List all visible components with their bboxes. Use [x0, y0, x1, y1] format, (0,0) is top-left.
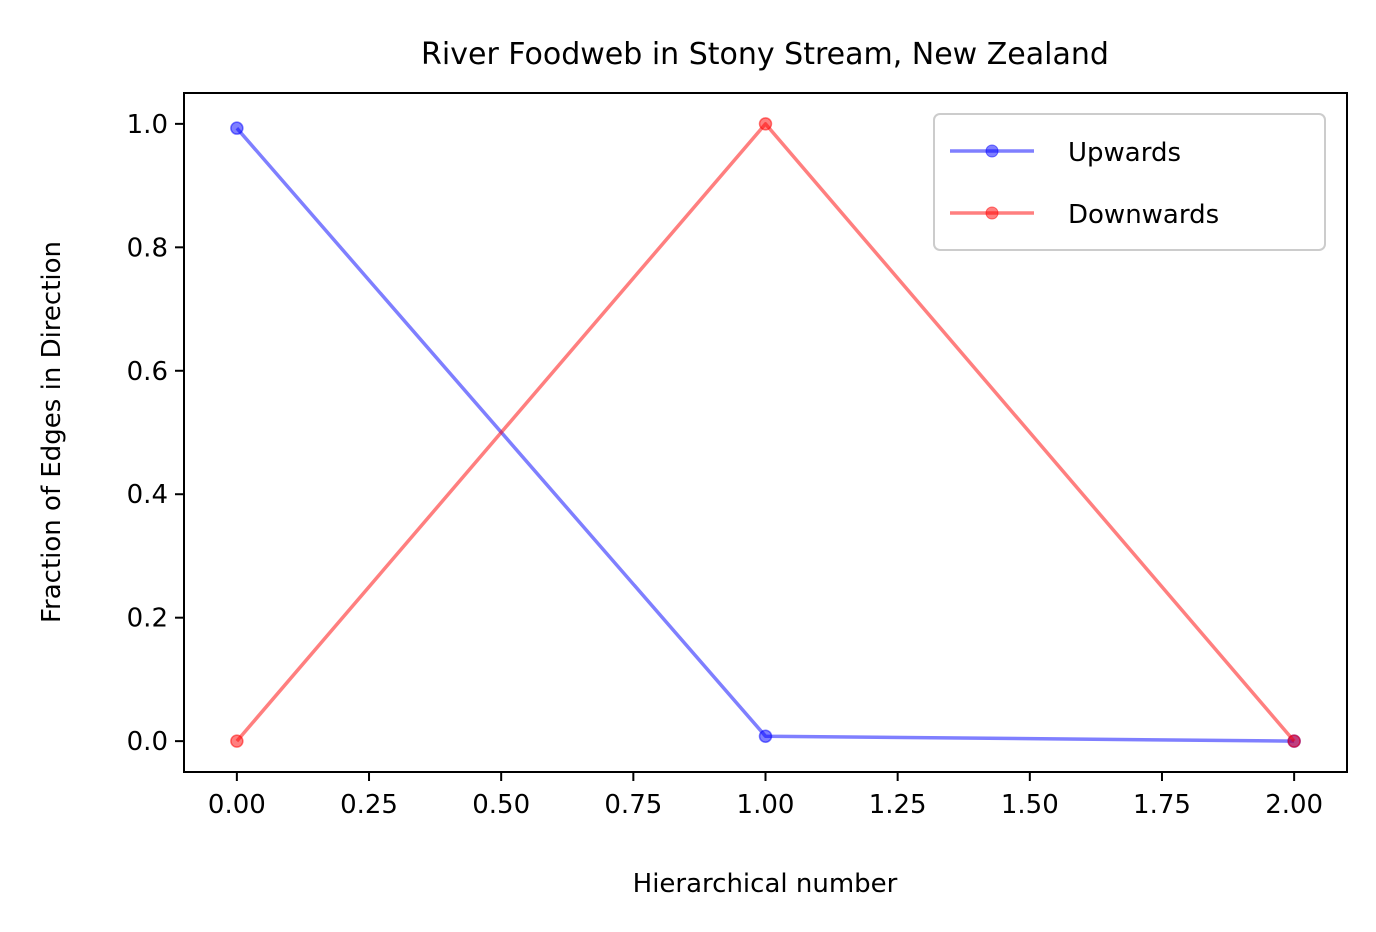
- x-tick-label: 0.75: [604, 790, 662, 820]
- y-tick-label: 1.0: [127, 110, 168, 140]
- legend-marker-upwards: [985, 144, 999, 158]
- y-tick-label: 0.2: [127, 604, 168, 634]
- y-tick-label: 0.6: [127, 357, 168, 387]
- y-tick-label: 0.0: [127, 727, 168, 757]
- data-point-upwards: [230, 121, 244, 135]
- x-axis-label: Hierarchical number: [633, 869, 898, 899]
- chart-title: River Foodweb in Stony Stream, New Zeala…: [421, 37, 1109, 72]
- x-tick-label: 0.00: [208, 790, 266, 820]
- x-tick-label: 1.75: [1133, 790, 1191, 820]
- x-tick-label: 1.50: [1001, 790, 1059, 820]
- x-tick-label: 1.25: [869, 790, 927, 820]
- legend-label-upwards: Upwards: [1068, 138, 1181, 168]
- plot-frame: [183, 92, 1348, 773]
- x-tick-label: 0.25: [340, 790, 398, 820]
- y-tick-label: 0.8: [127, 233, 168, 263]
- y-tick-label: 0.4: [127, 480, 168, 510]
- legend-label-downwards: Downwards: [1068, 200, 1219, 230]
- y-axis-ticks: 0.0 0.2 0.4 0.6 0.8 1.0: [127, 110, 184, 757]
- y-axis-label: Fraction of Edges in Direction: [37, 241, 67, 623]
- x-tick-label: 2.00: [1265, 790, 1323, 820]
- series-layer: [230, 117, 1301, 748]
- data-point-downwards: [1287, 734, 1301, 748]
- data-point-downwards: [230, 734, 244, 748]
- x-tick-label: 0.50: [472, 790, 530, 820]
- x-tick-label: 1.00: [737, 790, 795, 820]
- legend: Upwards Downwards: [933, 113, 1326, 251]
- data-point-downwards: [758, 117, 773, 131]
- x-axis-ticks: 0.00 0.25 0.50 0.75 1.00 1.25 1.50 1.75 2.00: [208, 772, 1323, 820]
- data-point-upwards: [758, 729, 773, 743]
- legend-marker-downwards: [985, 206, 999, 220]
- legend-box: [933, 113, 1326, 251]
